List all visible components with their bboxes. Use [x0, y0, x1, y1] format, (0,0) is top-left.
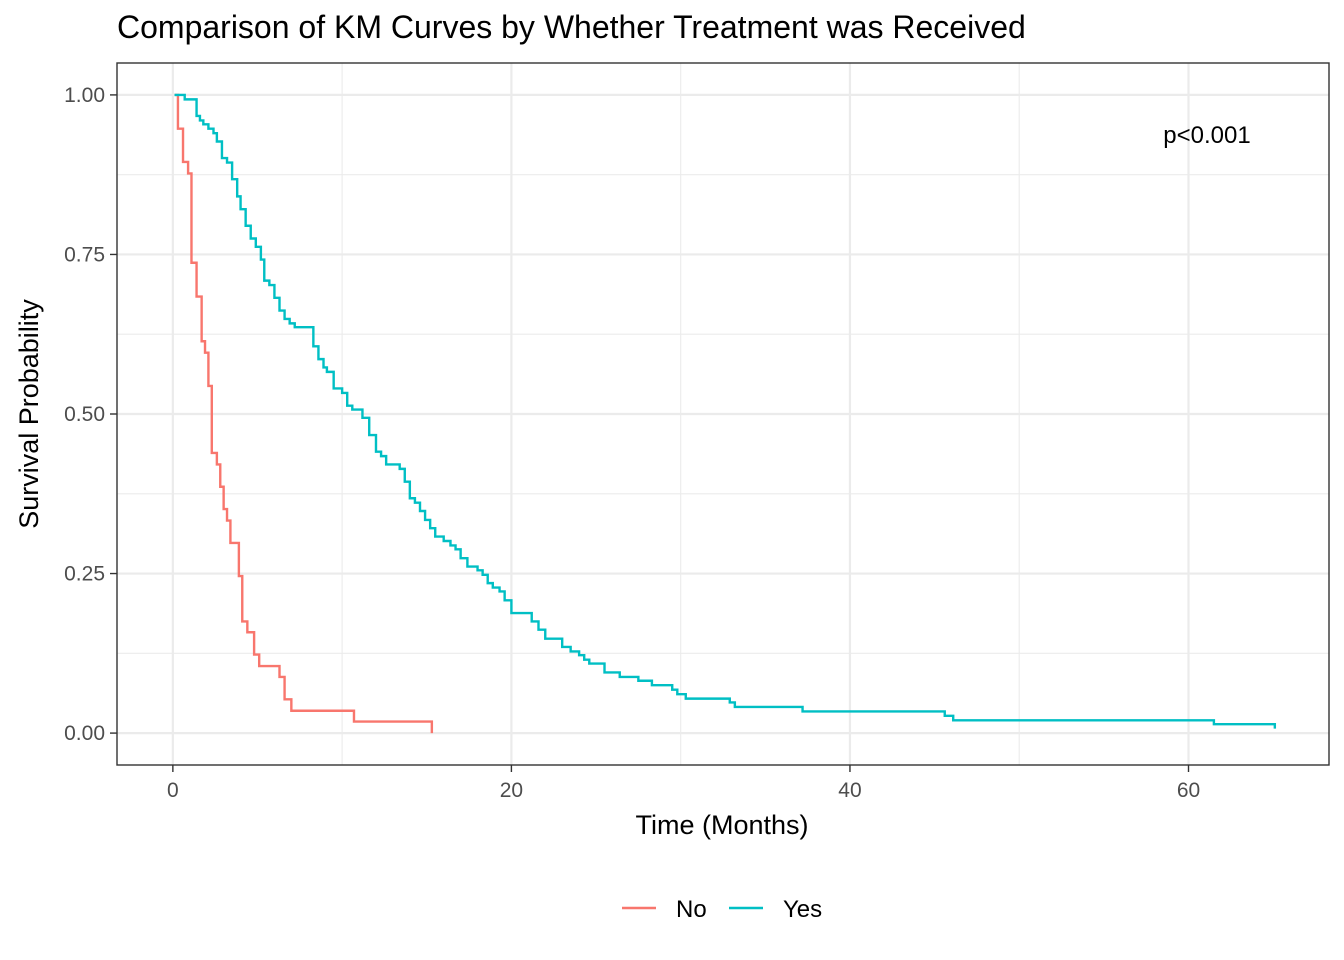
- curve-no: [174, 93, 434, 734]
- y-axis-title: Survival Probability: [14, 299, 44, 529]
- legend-label-no: No: [676, 896, 707, 923]
- x-axis: 0 20 40 60: [167, 765, 1200, 802]
- x-tick-label: 0: [167, 779, 179, 802]
- survival-curves: [174, 93, 1277, 734]
- plot-panel: [116, 62, 1330, 766]
- y-tick-label: 0.50: [64, 403, 105, 426]
- minor-gridlines: [117, 63, 1329, 765]
- y-tick-label: 0.25: [64, 563, 105, 586]
- p-value-annotation: p<0.001: [1163, 122, 1250, 149]
- y-tick-label: 1.00: [64, 84, 105, 107]
- x-axis-title: Time (Months): [635, 810, 808, 840]
- x-tick-label: 60: [1177, 779, 1200, 802]
- y-tick-label: 0.00: [64, 722, 105, 745]
- legend: No Yes: [622, 896, 822, 923]
- legend-label-yes: Yes: [783, 896, 822, 923]
- x-tick-label: 40: [838, 779, 861, 802]
- curve-yes: [174, 93, 1277, 729]
- major-gridlines: [117, 63, 1329, 765]
- y-tick-label: 0.75: [64, 243, 105, 266]
- chart-title: Comparison of KM Curves by Whether Treat…: [117, 9, 1026, 45]
- y-axis: 0.00 0.25 0.50 0.75 1.00: [64, 84, 117, 745]
- x-tick-label: 20: [500, 779, 523, 802]
